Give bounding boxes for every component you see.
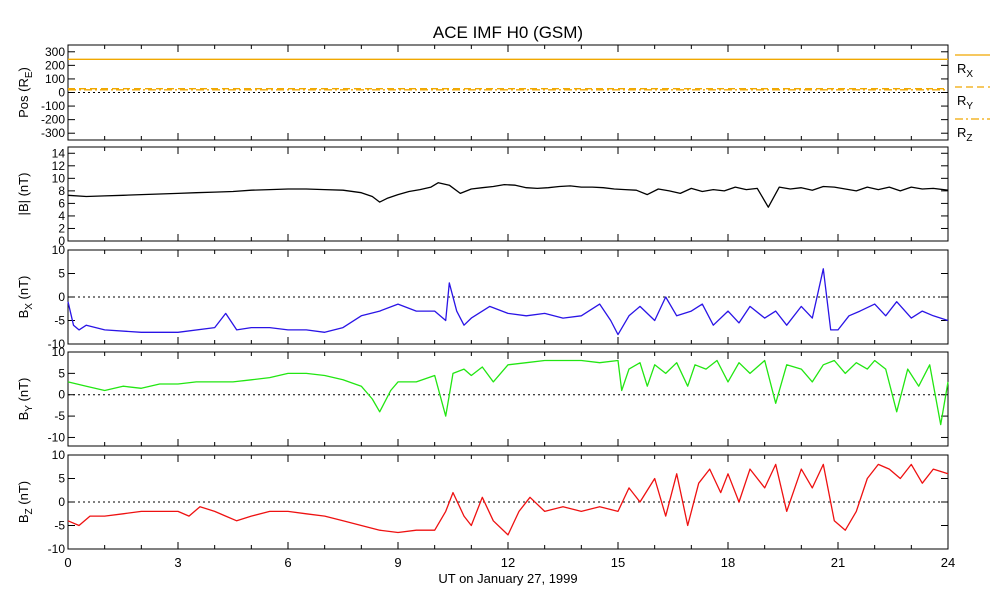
x-tick-label: 9 [394,555,401,570]
x-tick-label: 15 [611,555,625,570]
chart-title: ACE IMF H0 (GSM) [433,23,583,42]
y-axis-label: Pos (RE) [16,67,35,118]
y-tick-label: 10 [52,171,66,185]
y-tick-label: -10 [48,430,66,444]
y-tick-label: 10 [52,448,66,462]
y-tick-label: -200 [41,113,65,127]
y-tick-label: 4 [58,209,65,223]
y-tick-label: -100 [41,99,65,113]
y-tick-label: 12 [52,159,66,173]
y-axis-label: BY (nT) [16,378,35,421]
y-axis-label: BX (nT) [16,276,35,319]
y-tick-label: -5 [54,314,65,328]
x-tick-label: 6 [284,555,291,570]
y-tick-label: 0 [58,234,65,248]
series-line [67,268,949,336]
y-tick-label: 100 [45,72,65,86]
legend-label: RY [957,93,973,112]
y-tick-label: 0 [58,86,65,100]
y-tick-label: 200 [45,58,65,72]
x-tick-label: 18 [721,555,735,570]
y-tick-label: 5 [58,366,65,380]
x-tick-label: 0 [64,555,71,570]
y-tick-label: 0 [58,495,65,509]
x-tick-label: 21 [831,555,845,570]
y-tick-label: 0 [58,388,65,402]
y-tick-label: 8 [58,184,65,198]
y-tick-label: 14 [52,146,66,160]
legend-label: RZ [957,125,973,144]
y-tick-label: 6 [58,196,65,210]
y-tick-label: 5 [58,472,65,486]
y-tick-label: 5 [58,267,65,281]
x-tick-label: 12 [501,555,515,570]
panel-frame [67,351,949,447]
y-tick-label: 10 [52,345,66,359]
x-tick-labels: 0 3 6 9 12 15 18 21 24 [64,555,955,570]
x-axis-label: UT on January 27, 1999 [438,571,577,586]
x-tick-label: 3 [174,555,181,570]
y-tick-label: 0 [58,290,65,304]
y-tick-label: -300 [41,126,65,140]
y-tick-label: 300 [45,45,65,59]
panel-bz: 10 5 0 -5 -10 BZ (nT) [16,448,949,556]
panel-frame [67,146,949,242]
y-tick-label: 10 [52,243,66,257]
y-tick-label: -5 [54,519,65,533]
x-tick-label: 24 [941,555,955,570]
y-tick-label: -10 [48,542,66,556]
y-tick-label: 2 [58,221,65,235]
y-axis-label: BZ (nT) [16,481,35,523]
y-tick-label: -10 [48,337,66,351]
series-line [67,359,949,426]
legend-label: RX [957,61,973,80]
y-axis-label: |B| (nT) [16,173,31,216]
series-line [67,463,949,536]
series-line [67,182,949,208]
y-tick-label: -5 [54,409,65,423]
panel-bx: 10 5 0 -5 -10 BX (nT) [16,243,949,351]
panel-by: 10 5 0 -5 -10 BY (nT) [16,345,949,447]
